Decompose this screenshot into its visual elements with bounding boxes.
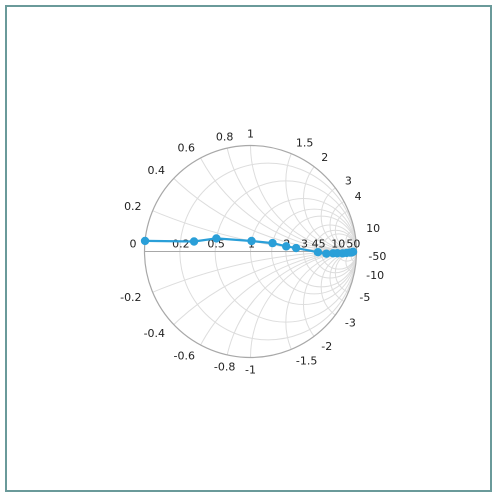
reactance-arc bbox=[250, 145, 357, 252]
chart-series bbox=[140, 234, 358, 258]
reactance-arc bbox=[329, 198, 357, 252]
reactance-tick-label: -2 bbox=[321, 340, 332, 353]
reactance-arc bbox=[223, 251, 357, 358]
resistance-tick-label: 3 bbox=[301, 238, 308, 251]
reactance-tick-label: 3 bbox=[345, 175, 352, 188]
reactance-tick-label: 1.5 bbox=[296, 137, 314, 150]
reactance-tick-label: 1 bbox=[247, 128, 254, 141]
reactance-arc bbox=[144, 251, 357, 358]
reactance-tick-label: -10 bbox=[366, 269, 384, 282]
reactance-tick-label: 0.2 bbox=[124, 200, 142, 213]
reactance-tick-label: 4 bbox=[355, 190, 362, 203]
reactance-tick-label: 0.6 bbox=[177, 141, 195, 154]
data-point[interactable] bbox=[247, 236, 256, 246]
data-point[interactable] bbox=[322, 249, 331, 258]
reactance-arc bbox=[250, 251, 357, 358]
data-point[interactable] bbox=[268, 238, 277, 248]
resistance-tick-label: 0.5 bbox=[207, 238, 225, 251]
reactance-tick-label: -0.8 bbox=[214, 361, 235, 374]
reactance-arc bbox=[329, 251, 357, 305]
reactance-arc bbox=[285, 251, 357, 358]
data-point[interactable] bbox=[313, 248, 323, 257]
reactance-tick-label: -1 bbox=[245, 364, 256, 377]
reactance-arc bbox=[350, 240, 357, 252]
reactance-arc bbox=[303, 251, 357, 358]
reactance-tick-label: -0.4 bbox=[144, 327, 165, 340]
resistance-tick-label: 0.2 bbox=[172, 238, 190, 251]
chart-frame bbox=[5, 5, 492, 492]
reactance-arc bbox=[350, 250, 357, 263]
reactance-arc bbox=[144, 145, 357, 252]
reactance-tick-label: 0.4 bbox=[148, 164, 166, 177]
resistance-tick-label: 10 bbox=[331, 238, 345, 251]
reactance-tick-label: 0.8 bbox=[216, 130, 234, 143]
reactance-tick-label: -0.6 bbox=[174, 350, 195, 363]
reactance-tick-label: 10 bbox=[366, 222, 380, 235]
reactance-arc bbox=[303, 145, 357, 252]
resistance-tick-label: 5 bbox=[319, 238, 326, 251]
reactance-arc bbox=[223, 145, 357, 252]
reactance-tick-label: -5 bbox=[359, 291, 370, 304]
reactance-tick-label: -0.2 bbox=[120, 291, 141, 304]
reactance-tick-label: -3 bbox=[345, 316, 356, 329]
reactance-tick-label: -1.5 bbox=[296, 354, 317, 367]
data-point[interactable] bbox=[348, 247, 358, 257]
data-point[interactable] bbox=[282, 242, 291, 251]
resistance-tick-label: 50 bbox=[346, 238, 360, 251]
reactance-tick-label: 2 bbox=[321, 151, 328, 164]
data-point[interactable] bbox=[212, 234, 221, 243]
reactance-arc bbox=[144, 145, 357, 252]
data-point[interactable] bbox=[291, 243, 301, 253]
reactance-tick-label: -50 bbox=[368, 250, 386, 263]
resistance-tick-label: 4 bbox=[312, 238, 319, 251]
data-point[interactable] bbox=[140, 236, 150, 246]
reactance-arc bbox=[285, 145, 357, 252]
resistance-tick-label: 0 bbox=[130, 238, 137, 251]
data-point[interactable] bbox=[189, 237, 199, 246]
